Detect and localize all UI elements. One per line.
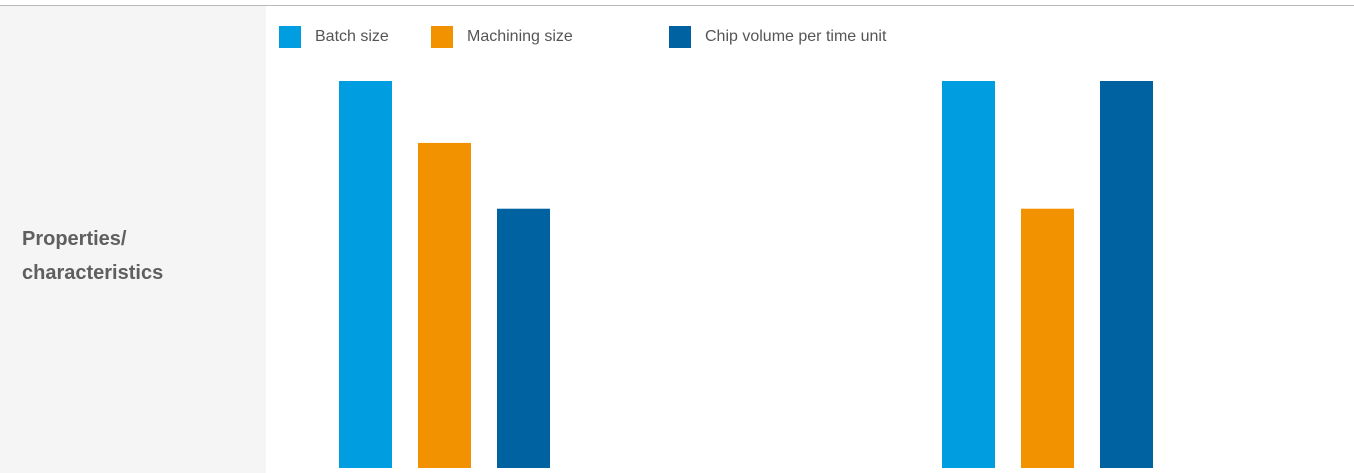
top-divider	[0, 5, 1354, 6]
bar-group1-batch-size	[339, 81, 392, 468]
legend-swatch	[669, 26, 691, 48]
legend-item-chip-volume: Chip volume per time unit	[669, 25, 886, 49]
legend-label: Chip volume per time unit	[705, 28, 887, 45]
row-header-label: Properties/ characteristics	[22, 222, 163, 290]
bar-group2-batch-size	[942, 81, 995, 468]
bar-group1-chip-volume-per-time-unit	[497, 208, 550, 468]
legend-swatch	[279, 26, 301, 48]
legend-label: Machining size	[467, 28, 573, 45]
legend-item-machining-size: Machining size	[431, 25, 573, 49]
row-header-line-2: characteristics	[22, 262, 164, 284]
bar-group1-machining-size	[418, 142, 471, 469]
legend-label: Batch size	[315, 28, 389, 45]
chart-legend: Batch size Machining size Chip volume pe…	[0, 25, 1354, 49]
bar-group2-machining-size	[1021, 208, 1074, 468]
bar-group2-chip-volume-per-time-unit	[1100, 81, 1153, 468]
legend-item-batch-size: Batch size	[279, 25, 389, 49]
row-header-line-1: Properties/	[22, 228, 127, 250]
legend-swatch	[431, 26, 453, 48]
row-header-panel: Properties/ characteristics	[0, 6, 266, 473]
